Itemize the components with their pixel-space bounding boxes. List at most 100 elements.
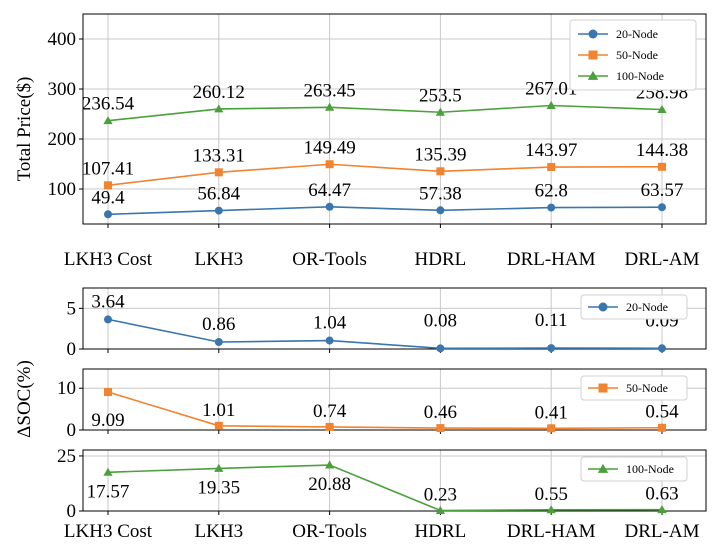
x-tick-label: LKH3 Cost bbox=[64, 249, 153, 270]
series-line-50-Node bbox=[107, 391, 663, 430]
legend-marker bbox=[587, 70, 599, 80]
y-tick-label: 100 bbox=[48, 179, 77, 200]
y-tick-label: 25 bbox=[57, 446, 76, 467]
data-point bbox=[658, 203, 666, 212]
data-label: 0.23 bbox=[424, 484, 457, 505]
legend-box bbox=[580, 456, 688, 482]
legend: 100-Node bbox=[580, 456, 688, 482]
x-tick-label: DRL-HAM bbox=[507, 521, 596, 542]
data-label: 19.35 bbox=[197, 477, 240, 498]
top-panel: 100 200 300 400 LKH3 Cost LKH3 OR-Tools HDRL DRL… bbox=[14, 13, 707, 270]
data-point bbox=[103, 116, 113, 125]
legend: 50-Node bbox=[580, 375, 688, 401]
series-line-100-Node bbox=[107, 104, 663, 122]
data-label: 0.11 bbox=[535, 310, 568, 331]
data-point bbox=[325, 460, 335, 469]
x-tick-label: DRL-HAM bbox=[507, 249, 596, 270]
data-label: 0.63 bbox=[645, 484, 678, 505]
legend-label: 20-Node bbox=[616, 27, 658, 41]
legend-marker bbox=[588, 29, 598, 39]
data-point bbox=[214, 206, 223, 215]
data-label: 0.74 bbox=[313, 401, 347, 422]
legend-label: 50-Node bbox=[616, 48, 658, 62]
data-label: 149.49 bbox=[303, 137, 355, 158]
x-tick-label: HDRL bbox=[415, 249, 467, 270]
data-point bbox=[103, 467, 113, 476]
data-point bbox=[214, 104, 224, 113]
data-label: 3.64 bbox=[91, 291, 125, 312]
data-label: 1.04 bbox=[313, 313, 347, 334]
data-point bbox=[104, 181, 112, 190]
data-point bbox=[214, 463, 224, 472]
data-label: 62.8 bbox=[535, 181, 568, 202]
data-label: 253.5 bbox=[419, 85, 462, 106]
data-label: 20.88 bbox=[308, 474, 351, 495]
legend-marker bbox=[588, 50, 598, 60]
data-point bbox=[546, 100, 556, 109]
data-label: 133.31 bbox=[193, 145, 245, 166]
data-label: 135.39 bbox=[414, 144, 466, 165]
data-label: 263.45 bbox=[303, 80, 355, 101]
y-tick-label: 0 bbox=[67, 339, 77, 360]
data-point bbox=[104, 315, 112, 324]
y-tick-label: 0 bbox=[67, 420, 77, 441]
data-point bbox=[104, 210, 112, 219]
data-label: 0.86 bbox=[202, 314, 235, 335]
y-tick-label: 400 bbox=[48, 29, 77, 50]
data-point bbox=[658, 344, 666, 353]
x-tick-label: DRL-AM bbox=[625, 521, 700, 542]
y-tick-label: 5 bbox=[67, 298, 77, 319]
soc-panel-2: 0 10 9.09 1.01 0.74 0.46 0.41 0.54 50-Node bbox=[57, 368, 707, 441]
legend-box bbox=[569, 19, 697, 91]
data-point bbox=[436, 344, 445, 353]
plot-frame bbox=[82, 449, 707, 512]
y-tick-label: 10 bbox=[57, 378, 76, 399]
data-label: 49.4 bbox=[91, 187, 125, 208]
data-point bbox=[325, 336, 334, 345]
x-tick-label: LKH3 bbox=[195, 249, 244, 270]
data-label: 260.12 bbox=[193, 82, 245, 103]
y-tick-label: 300 bbox=[48, 79, 77, 100]
x-tick-label: OR-Tools bbox=[292, 249, 367, 270]
data-point bbox=[104, 388, 112, 397]
x-tick-label: DRL-AM bbox=[625, 249, 700, 270]
data-label: 0.08 bbox=[424, 310, 457, 331]
data-label: 107.41 bbox=[82, 158, 134, 179]
data-label: 0.54 bbox=[645, 402, 679, 423]
data-label: 64.47 bbox=[308, 180, 351, 201]
data-label: 0.46 bbox=[424, 402, 457, 423]
x-tick-label: LKH3 Cost bbox=[64, 521, 153, 542]
data-label: 0.55 bbox=[535, 484, 568, 505]
x-tick-label: HDRL bbox=[415, 521, 467, 542]
soc-panel-3: 0 25 17.57 19.35 20.88 0.23 0.55 0.63 100-Node bbox=[57, 446, 707, 522]
data-point bbox=[435, 505, 445, 514]
plot-frame bbox=[82, 287, 707, 350]
data-point bbox=[547, 203, 556, 212]
legend-label: 20-Node bbox=[626, 300, 668, 314]
series-line-20-Node bbox=[107, 318, 663, 350]
data-label: 57.38 bbox=[419, 183, 462, 204]
data-point bbox=[214, 421, 223, 430]
data-point bbox=[657, 104, 667, 113]
data-label: 143.97 bbox=[525, 140, 577, 161]
legend-label: 100-Node bbox=[626, 462, 674, 476]
plot-frame bbox=[82, 13, 707, 225]
bottom-panels: 05 3.640.86 1.04 0.08 0.11 0.0920-Node0109.09… bbox=[14, 287, 707, 542]
data-point bbox=[435, 107, 445, 116]
x-tick-label: LKH3 bbox=[195, 521, 244, 542]
data-point bbox=[657, 505, 667, 514]
data-point bbox=[658, 423, 666, 432]
legend-marker bbox=[598, 383, 608, 393]
data-point bbox=[214, 338, 223, 347]
legend-box bbox=[580, 294, 688, 320]
data-label: 1.01 bbox=[202, 400, 235, 421]
data-label: 56.84 bbox=[197, 184, 240, 205]
data-point bbox=[325, 202, 334, 211]
x-tick-label: OR-Tools bbox=[292, 521, 367, 542]
data-point bbox=[325, 422, 334, 431]
data-label: 17.57 bbox=[87, 481, 130, 502]
data-point bbox=[547, 424, 556, 433]
